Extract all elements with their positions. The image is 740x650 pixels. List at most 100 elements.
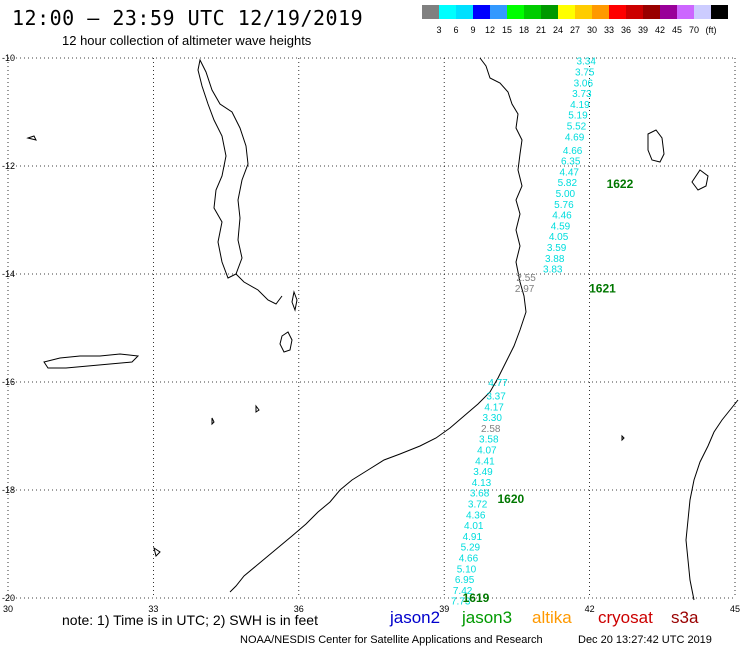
- scale-label: 6: [453, 25, 459, 35]
- lat-tick-label: -16: [2, 377, 15, 387]
- lon-tick-label: 30: [3, 604, 13, 614]
- swh-value: 4.91: [463, 532, 483, 543]
- satellite-legend-item: cryosat: [598, 608, 653, 627]
- scale-swatch: [524, 5, 541, 19]
- lon-tick-label: 42: [585, 604, 595, 614]
- lat-tick-label: -12: [2, 161, 15, 171]
- lon-tick-label: 45: [730, 604, 740, 614]
- issued-timestamp: Dec 20 13:27:42 UTC 2019: [578, 634, 712, 646]
- island-1: [255, 404, 260, 413]
- swh-value: 3.30: [482, 413, 502, 424]
- scale-swatch: [507, 5, 524, 19]
- island-2: [211, 417, 215, 426]
- scale-swatch: [626, 5, 643, 19]
- madagascar-tip: [691, 169, 709, 191]
- swh-value: 4.19: [570, 100, 590, 111]
- swh-value: 2.55: [516, 273, 536, 284]
- altimeter-tracks: 3.343.753.063.734.195.195.524.694.666.35…: [451, 57, 634, 608]
- scale-swatch: [439, 5, 456, 19]
- scale-swatch: [609, 5, 626, 19]
- swh-value: 5.19: [568, 111, 588, 122]
- scale-label: 21: [535, 25, 546, 35]
- coastline: [26, 57, 739, 601]
- scale-swatch: [473, 5, 490, 19]
- lon-tick-label: 36: [294, 604, 304, 614]
- scale-label: 70: [688, 25, 699, 35]
- swh-value: 4.36: [466, 510, 486, 521]
- scale-label: 12: [484, 25, 495, 35]
- swh-value: 4.59: [551, 221, 571, 232]
- scale-swatch: [711, 5, 728, 19]
- lake-kariba: [43, 353, 140, 369]
- swh-value: 5.00: [556, 189, 576, 200]
- scale-swatch: [677, 5, 694, 19]
- swh-value: 3.73: [572, 89, 592, 100]
- swh-value: 3.37: [486, 392, 506, 403]
- swh-value: 4.17: [484, 402, 504, 413]
- lat-tick-label: -18: [2, 485, 15, 495]
- swh-value: 3.88: [545, 254, 565, 265]
- swh-value: 2.58: [481, 424, 501, 435]
- swh-value: 7.73: [451, 597, 471, 608]
- africa-east-coast: [229, 57, 527, 593]
- page-title: 12:00 – 23:59 UTC 12/19/2019: [12, 6, 364, 30]
- scale-swatch: [456, 5, 473, 19]
- swh-value: 3.83: [543, 265, 563, 276]
- scale-swatch: [660, 5, 677, 19]
- scale-label: 45: [671, 25, 682, 35]
- axis-tick-labels: 30 33 36 39 42 45 -10 -12 -14 -16 -18 -20: [2, 53, 740, 614]
- scale-label: 33: [603, 25, 614, 35]
- scale-label: 27: [569, 25, 580, 35]
- lake-chilwa: [279, 331, 293, 353]
- scale-swatch: [643, 5, 660, 19]
- scale-swatch: [541, 5, 558, 19]
- scale-label: 9: [470, 25, 476, 35]
- scale-label: 18: [518, 25, 529, 35]
- swh-value: 4.69: [565, 132, 585, 143]
- scale-label: 15: [501, 25, 512, 35]
- pass-id-label: 1622: [607, 177, 634, 191]
- swh-value: 3.68: [470, 489, 490, 500]
- swh-value: 4.05: [549, 232, 569, 243]
- swh-value: 4.77: [488, 378, 508, 389]
- swh-value: 2.97: [515, 284, 535, 295]
- scale-label: 39: [637, 25, 648, 35]
- lake-malawi: [197, 58, 249, 279]
- swh-value: 7.42: [453, 586, 473, 597]
- lon-tick-label: 33: [148, 604, 158, 614]
- swh-value: 5.10: [457, 564, 477, 575]
- scale-label: 24: [552, 25, 563, 35]
- scale-swatch: [575, 5, 592, 19]
- satellite-legend-item: s3a: [671, 608, 699, 627]
- pass-id-label: 1621: [589, 282, 616, 296]
- swh-value: 3.59: [547, 243, 567, 254]
- lat-tick-label: -14: [2, 269, 15, 279]
- scale-swatch: [558, 5, 575, 19]
- swh-value: 5.29: [461, 543, 481, 554]
- swh-value: 3.72: [468, 500, 488, 511]
- madagascar-coast: [685, 399, 739, 601]
- lake-malawi-south: [235, 273, 283, 305]
- swh-value: 4.01: [464, 521, 484, 532]
- pass-id-label: 1619: [463, 591, 490, 605]
- swh-value: 3.58: [479, 435, 499, 446]
- swh-value: 4.66: [563, 146, 583, 157]
- island-3: [153, 546, 161, 557]
- legend-note: note: 1) Time is in UTC; 2) SWH is in fe…: [62, 612, 318, 628]
- lat-lon-grid: [7, 57, 736, 599]
- island-5: [621, 434, 625, 442]
- credit-footer: NOAA/NESDIS Center for Satellite Applica…: [240, 634, 543, 646]
- swh-value: 4.07: [477, 446, 497, 457]
- scale-label: 36: [620, 25, 631, 35]
- swh-value: 4.41: [475, 456, 495, 467]
- island-4: [26, 135, 37, 141]
- swh-value: 3.75: [575, 68, 595, 79]
- swh-value: 4.47: [560, 167, 580, 178]
- swh-value: 3.49: [473, 467, 493, 478]
- scale-label: 30: [586, 25, 597, 35]
- scale-label: 3: [436, 25, 442, 35]
- satellite-legend-item: jason3: [462, 608, 513, 627]
- swh-value: 4.66: [459, 554, 479, 565]
- swh-value: 4.13: [472, 478, 492, 489]
